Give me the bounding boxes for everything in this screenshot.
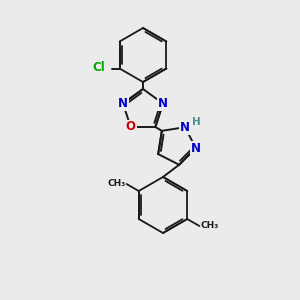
- Text: H: H: [192, 117, 201, 127]
- Text: CH₃: CH₃: [200, 221, 219, 230]
- Text: N: N: [191, 142, 201, 154]
- Text: N: N: [158, 97, 168, 110]
- Text: N: N: [118, 97, 128, 110]
- Text: CH₃: CH₃: [107, 179, 126, 188]
- Text: O: O: [126, 121, 136, 134]
- Text: N: N: [180, 121, 190, 134]
- Text: Cl: Cl: [93, 61, 106, 74]
